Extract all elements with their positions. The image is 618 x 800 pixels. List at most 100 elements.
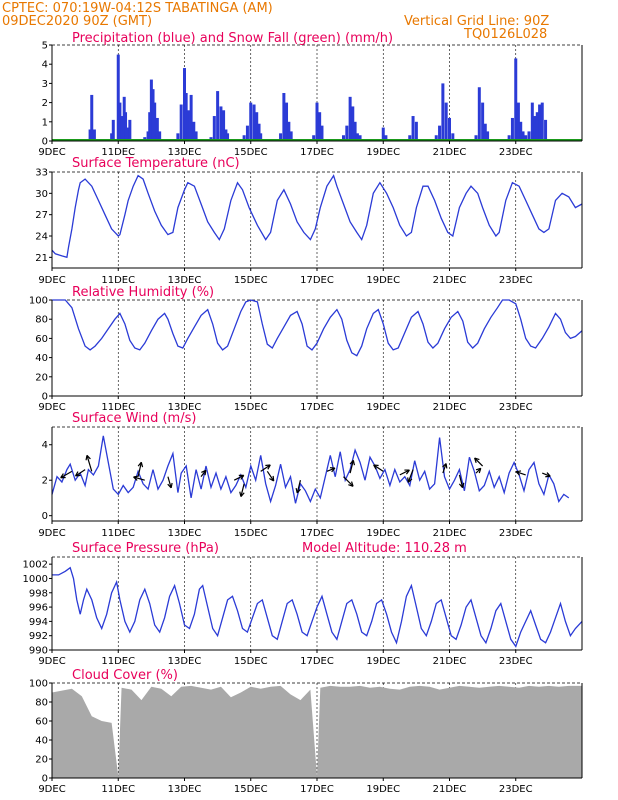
y-tick-label: 100	[29, 296, 48, 307]
wind-arrow	[200, 469, 207, 478]
x-tick-label: 11DEC	[101, 275, 135, 286]
y-tick-label: 1002	[23, 560, 48, 571]
precip-bar	[153, 102, 157, 141]
precip-bar	[285, 102, 289, 141]
x-tick-label: 13DEC	[168, 275, 202, 286]
wind-arrow-head	[349, 459, 356, 466]
precip-bar	[481, 102, 485, 141]
y-tick-label: 994	[29, 617, 48, 628]
wind-arrow	[86, 455, 93, 472]
precip-bar	[255, 112, 259, 141]
panel-4: 990 992 994 996 998 1000 1002 9DEC 11DEC 13DEC 15D…	[23, 541, 583, 667]
precip-bar	[507, 135, 511, 141]
x-tick-label: 13DEC	[168, 656, 202, 667]
precip-bar	[477, 87, 481, 141]
precip-bar	[282, 93, 286, 141]
panel-0: 0 1 2 3 4 5 9DEC 11DEC 13DEC 15DEC 17DEC 19DEC 21DEC…	[38, 31, 583, 158]
x-tick-label: 9DEC	[38, 275, 65, 286]
precip-bar	[441, 83, 445, 141]
y-tick-label: 0	[42, 511, 48, 522]
panel-title: Surface Wind (m/s)	[72, 411, 196, 426]
precip-bar	[530, 102, 534, 141]
precip-bar	[189, 94, 193, 141]
wind-arrow-head	[373, 464, 379, 470]
precip-bar	[315, 102, 319, 141]
header-grid-note: Vertical Grid Line: 90Z	[404, 14, 549, 29]
precip-bar	[149, 79, 153, 141]
header-code: TQ0126L028	[463, 27, 547, 42]
precip-bar	[355, 133, 359, 141]
y-tick-label: 30	[35, 189, 48, 200]
wind-arrow-head	[545, 472, 551, 478]
precip-bar	[158, 131, 162, 141]
precip-bar	[521, 131, 525, 141]
precip-bar	[120, 116, 124, 141]
precip-bar	[146, 131, 150, 141]
wind-arrow-head	[239, 491, 245, 497]
x-tick-label: 21DEC	[433, 275, 467, 286]
y-tick-label: 21	[35, 253, 48, 264]
wind-arrow	[240, 483, 245, 497]
precip-bar	[92, 129, 96, 141]
x-tick-label: 19DEC	[366, 275, 400, 286]
precip-bar	[448, 117, 451, 141]
wind-arrow	[326, 467, 336, 472]
wind-arrow-head	[167, 482, 173, 489]
panel-title: Surface Temperature (nC)	[72, 156, 240, 171]
y-tick-label: 40	[35, 736, 48, 747]
x-tick-label: 9DEC	[38, 147, 65, 158]
x-tick-label: 17DEC	[300, 147, 334, 158]
y-tick-label: 60	[35, 717, 48, 728]
precip-bar	[474, 135, 478, 141]
x-tick-label: 21DEC	[433, 528, 467, 539]
x-tick-label: 9DEC	[38, 402, 65, 413]
precip-bar	[259, 133, 263, 141]
x-tick-label: 19DEC	[366, 402, 400, 413]
wind-arrow	[458, 474, 464, 488]
precip-bar	[110, 133, 114, 141]
panel-title: Surface Pressure (hPa)	[72, 541, 219, 556]
header-location: CPTEC: 070:19W-04:12S TABATINGA (AM)	[2, 1, 273, 16]
x-tick-label: 13DEC	[168, 528, 202, 539]
precip-bar	[483, 123, 487, 141]
precip-bar	[353, 121, 357, 141]
wind-arrow-head	[442, 463, 448, 469]
precip-bar	[111, 119, 115, 141]
series-line	[51, 174, 583, 259]
x-tick-label: 23DEC	[499, 528, 533, 539]
precip-bar	[252, 104, 256, 141]
precip-bar	[486, 131, 490, 141]
x-tick-label: 23DEC	[499, 275, 533, 286]
y-tick-label: 990	[29, 646, 48, 657]
precip-bar	[527, 131, 531, 141]
y-tick-label: 100	[29, 679, 48, 690]
precip-bar	[414, 121, 418, 141]
y-tick-label: 0	[42, 392, 48, 403]
precip-bar	[249, 102, 253, 141]
precip-bar	[245, 125, 249, 141]
x-tick-label: 23DEC	[499, 656, 533, 667]
wind-arrow-head	[265, 464, 271, 470]
x-tick-label: 17DEC	[300, 275, 334, 286]
wind-arrow	[75, 469, 86, 477]
precip-bar	[444, 102, 448, 141]
x-tick-label: 17DEC	[300, 784, 334, 795]
wind-arrow-head	[474, 457, 480, 463]
wind-arrow	[542, 472, 551, 477]
panel-2: 0 20 40 60 80 100 9DEC 11DEC 13DEC 15DEC 17DEC 19DE…	[29, 285, 583, 413]
x-tick-label: 17DEC	[300, 528, 334, 539]
x-tick-label: 19DEC	[366, 656, 400, 667]
precip-bar	[514, 58, 518, 141]
precip-bar	[126, 127, 130, 141]
precip-bar	[411, 116, 415, 141]
precip-bar	[124, 112, 128, 141]
wind-arrow	[373, 464, 384, 472]
precip-bar	[287, 121, 291, 141]
panel-1: 21 24 27 30 33 9DEC 11DEC 13DEC 15DEC 17DEC 19DEC 2…	[35, 156, 583, 286]
x-tick-label: 15DEC	[234, 784, 268, 795]
y-tick-label: 1000	[23, 574, 48, 585]
series-line	[52, 299, 583, 357]
y-tick-label: 80	[35, 698, 48, 709]
precip-bar	[186, 110, 190, 141]
wind-arrow	[343, 476, 354, 487]
